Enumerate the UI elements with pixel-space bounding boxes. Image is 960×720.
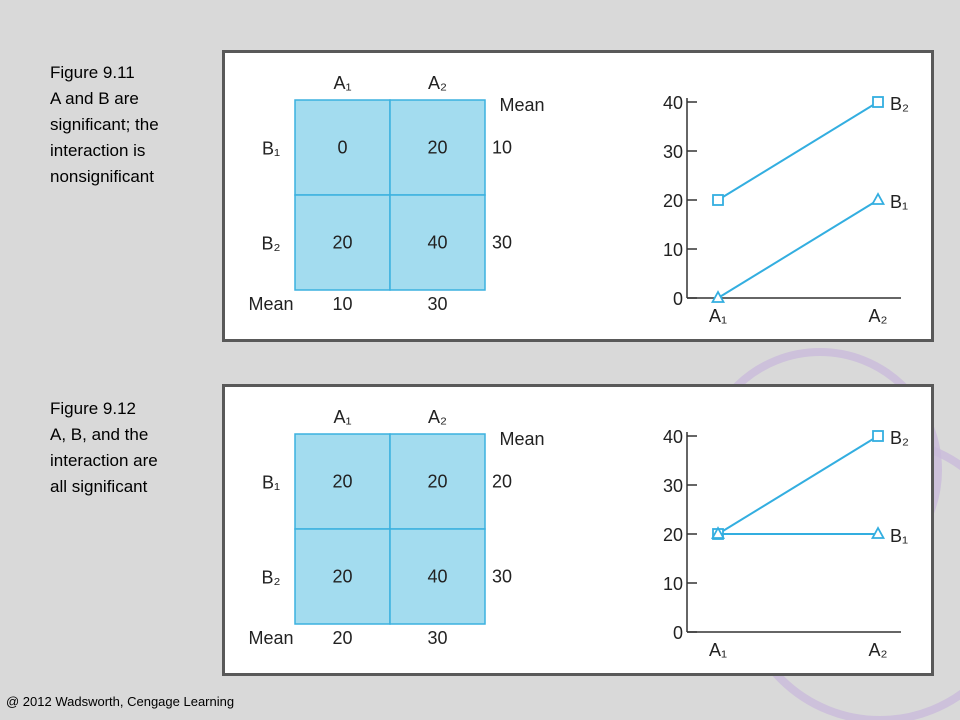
column-header: A₁: [333, 407, 351, 427]
y-tick-label: 0: [673, 623, 683, 643]
series-label: B₂: [890, 428, 909, 448]
mean-row-label: Mean: [248, 294, 293, 314]
mean-row-label: Mean: [248, 628, 293, 648]
row-mean-value: 30: [492, 567, 512, 587]
column-header: A₂: [428, 407, 447, 427]
table-cell: [389, 433, 486, 530]
cell-value: 20: [332, 567, 352, 587]
caption-line: all significant: [50, 477, 148, 496]
caption-line: Figure 9.12: [50, 399, 136, 418]
row-mean-value: 30: [492, 233, 512, 253]
cell-value: 0: [337, 138, 347, 158]
x-tick-label: A₂: [869, 306, 888, 326]
triangle-marker: [710, 526, 726, 539]
series-label: B₁: [890, 192, 908, 212]
series-label: B₁: [890, 526, 908, 546]
triangle-marker: [710, 290, 726, 303]
series-line: [717, 101, 879, 201]
anova-table: A₁ A₂ Mean 0 20 20 40 B₁ 10 B₂ 30 Mean 10 30: [248, 73, 544, 314]
cell-value: 40: [427, 233, 447, 253]
square-marker: [712, 194, 724, 206]
column-mean-value: 30: [427, 628, 447, 648]
cell-value: 20: [332, 472, 352, 492]
series-label: B₂: [890, 94, 909, 114]
y-tick-label: 40: [663, 93, 683, 113]
column-mean-value: 30: [427, 294, 447, 314]
y-tick-label: 30: [663, 142, 683, 162]
series-line: [717, 199, 879, 299]
triangle-marker: [870, 526, 886, 539]
anova-table: A₁ A₂ Mean 20 20 20 40 B₁ 20 B₂ 30 Mean 20 30: [248, 407, 544, 648]
row-header: B₁: [262, 139, 280, 159]
y-tick-label: 10: [663, 574, 683, 594]
mean-column-label: Mean: [499, 95, 544, 115]
square-marker: [872, 430, 884, 442]
interaction-line-chart: 0 10 20 30 40 A₁ A₂ B₂ B₁: [663, 93, 909, 326]
figure-caption-9-12: Figure 9.12 A, B, and the interaction ar…: [50, 396, 210, 500]
table-cell: [294, 99, 391, 196]
y-tick-label: 20: [663, 191, 683, 211]
column-mean-value: 20: [332, 628, 352, 648]
caption-line: interaction is: [50, 141, 146, 160]
table-cell: [294, 528, 391, 625]
copyright-footer: @ 2012 Wadsworth, Cengage Learning: [6, 694, 235, 709]
triangle-marker: [870, 192, 886, 205]
column-mean-value: 10: [332, 294, 352, 314]
row-header: B₂: [262, 234, 281, 254]
caption-line: nonsignificant: [50, 167, 154, 186]
square-marker: [872, 96, 884, 108]
figure-caption-9-11: Figure 9.11 A and B are significant; the…: [50, 60, 210, 190]
table-cell: [294, 194, 391, 291]
y-tick-label: 10: [663, 240, 683, 260]
row-mean-value: 10: [492, 138, 512, 158]
caption-line: A and B are: [50, 89, 139, 108]
mean-column-label: Mean: [499, 429, 544, 449]
row-header: B₂: [262, 568, 281, 588]
caption-line: Figure 9.11: [50, 63, 135, 82]
x-tick-label: A₁: [709, 640, 727, 660]
cell-value: 20: [427, 472, 447, 492]
table-cell: [389, 194, 486, 291]
cell-value: 40: [427, 567, 447, 587]
row-header: B₁: [262, 473, 280, 493]
figure-panel-9-12: A₁ A₂ Mean 20 20 20 40 B₁ 20 B₂ 30 Mean 20 30 0 10 20 30 4…: [222, 384, 934, 676]
column-header: A₁: [333, 73, 351, 93]
table-cell: [389, 528, 486, 625]
y-tick-label: 30: [663, 476, 683, 496]
row-mean-value: 20: [492, 472, 512, 492]
x-tick-label: A₁: [709, 306, 727, 326]
figure-panel-9-11: A₁ A₂ Mean 0 20 20 40 B₁ 10 B₂ 30 Mean 10 30 0 10 20 30 40…: [222, 50, 934, 342]
figure-9-11-graphic: A₁ A₂ Mean 0 20 20 40 B₁ 10 B₂ 30 Mean 10 30 0 10 20 30 40…: [248, 73, 909, 326]
series-line: [717, 435, 879, 535]
interaction-line-chart: 0 10 20 30 40 A₁ A₂ B₂ B₁: [663, 427, 909, 660]
caption-line: interaction are: [50, 451, 158, 470]
caption-line: A, B, and the: [50, 425, 149, 444]
figure-9-12-graphic: A₁ A₂ Mean 20 20 20 40 B₁ 20 B₂ 30 Mean 20 30 0 10 20 30 4…: [248, 407, 909, 660]
y-tick-label: 20: [663, 525, 683, 545]
cell-value: 20: [332, 233, 352, 253]
caption-line: significant; the: [50, 115, 159, 134]
y-tick-label: 0: [673, 289, 683, 309]
column-header: A₂: [428, 73, 447, 93]
x-tick-label: A₂: [869, 640, 888, 660]
y-tick-label: 40: [663, 427, 683, 447]
table-cell: [389, 99, 486, 196]
cell-value: 20: [427, 138, 447, 158]
